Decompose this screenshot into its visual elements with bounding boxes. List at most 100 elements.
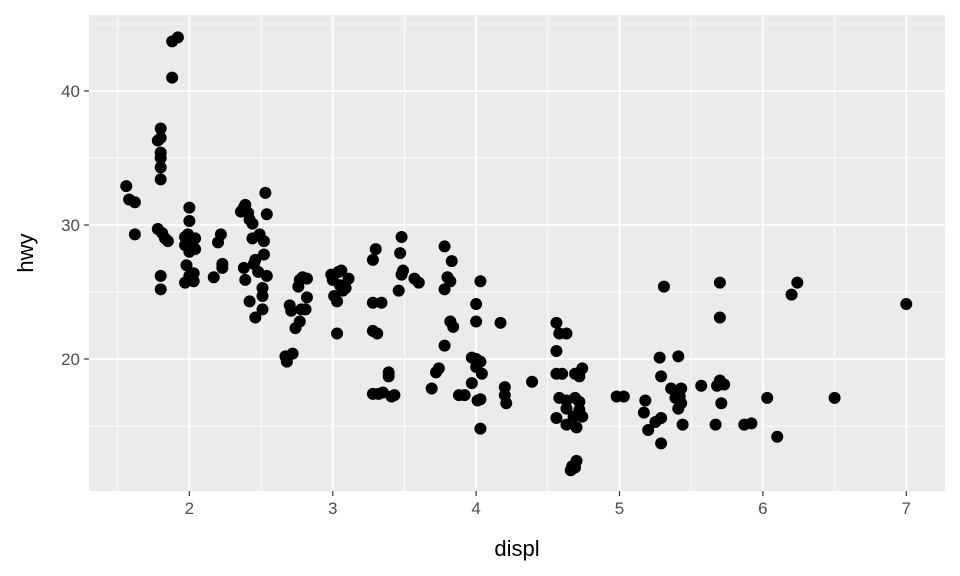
minor-gridlines <box>89 15 945 491</box>
data-point <box>249 253 262 266</box>
data-point <box>300 291 313 304</box>
data-point <box>828 391 841 404</box>
x-axis-title: displ <box>494 536 539 561</box>
data-point <box>709 418 722 431</box>
data-point <box>189 232 202 245</box>
data-point <box>655 411 668 424</box>
data-point <box>713 276 726 289</box>
data-point <box>369 243 382 256</box>
data-point <box>761 391 774 404</box>
data-point <box>471 394 484 407</box>
data-point <box>183 201 196 214</box>
data-point <box>286 347 299 360</box>
data-point <box>560 327 573 340</box>
data-point <box>395 231 408 244</box>
data-point <box>382 370 395 383</box>
data-point <box>249 311 262 324</box>
data-point <box>465 377 478 390</box>
data-point <box>550 411 563 424</box>
data-point <box>154 122 167 135</box>
y-axis-ticks: 20 30 40 <box>61 82 89 369</box>
data-point <box>526 375 539 388</box>
data-point <box>154 269 167 282</box>
data-point <box>560 402 573 415</box>
data-point <box>444 275 457 288</box>
data-point <box>445 255 458 268</box>
data-point <box>371 327 384 340</box>
data-point <box>550 316 563 329</box>
data-point <box>128 196 141 209</box>
data-point <box>474 422 487 435</box>
data-point <box>617 390 630 403</box>
data-point <box>665 382 678 395</box>
data-point <box>560 418 573 431</box>
data-point <box>392 284 405 297</box>
data-point <box>458 389 471 402</box>
data-point <box>900 298 913 311</box>
data-point <box>570 454 583 467</box>
data-point <box>256 290 269 303</box>
data-point <box>695 379 708 392</box>
data-point <box>395 268 408 281</box>
x-tick-label: 4 <box>471 499 480 518</box>
data-point <box>237 261 250 274</box>
data-point <box>576 362 589 375</box>
data-point <box>154 161 167 174</box>
data-point <box>180 259 193 272</box>
data-point <box>474 275 487 288</box>
y-tick-label: 20 <box>61 350 80 369</box>
data-point <box>785 288 798 301</box>
data-point <box>331 327 344 340</box>
data-point <box>470 315 483 328</box>
data-point <box>243 295 256 308</box>
data-point <box>183 214 196 227</box>
data-point <box>293 315 306 328</box>
x-tick-label: 3 <box>328 499 337 518</box>
data-points <box>120 31 913 477</box>
data-point <box>715 397 728 410</box>
data-point <box>655 370 668 383</box>
data-point <box>653 351 666 364</box>
data-point <box>412 276 425 289</box>
x-tick-label: 2 <box>185 499 194 518</box>
data-point <box>564 464 577 477</box>
data-point <box>187 275 200 288</box>
data-point <box>375 296 388 309</box>
y-axis-title: hwy <box>13 233 38 272</box>
data-point <box>331 295 344 308</box>
data-point <box>438 339 451 352</box>
data-point <box>394 247 407 260</box>
data-point <box>154 173 167 186</box>
data-point <box>366 253 379 266</box>
data-point <box>470 298 483 311</box>
data-point <box>576 410 589 423</box>
x-tick-label: 5 <box>615 499 624 518</box>
data-point <box>214 228 227 241</box>
data-point <box>260 269 273 282</box>
data-point <box>642 424 655 437</box>
data-point <box>425 382 438 395</box>
x-tick-label: 6 <box>758 499 767 518</box>
data-point <box>718 378 731 391</box>
data-point <box>259 186 272 199</box>
y-tick-label: 40 <box>61 82 80 101</box>
data-point <box>300 272 313 285</box>
data-point <box>299 303 312 316</box>
data-point <box>151 134 164 147</box>
data-point <box>154 283 167 296</box>
data-point <box>570 421 583 434</box>
data-point <box>166 71 179 84</box>
data-point <box>500 397 513 410</box>
data-point <box>771 430 784 443</box>
data-point <box>672 350 685 363</box>
data-point <box>637 406 650 419</box>
data-point <box>154 151 167 164</box>
data-point <box>388 389 401 402</box>
data-point <box>239 273 252 286</box>
data-point <box>120 180 133 193</box>
data-point <box>713 311 726 324</box>
data-point <box>567 410 580 423</box>
data-point <box>791 276 804 289</box>
data-point <box>333 279 346 292</box>
